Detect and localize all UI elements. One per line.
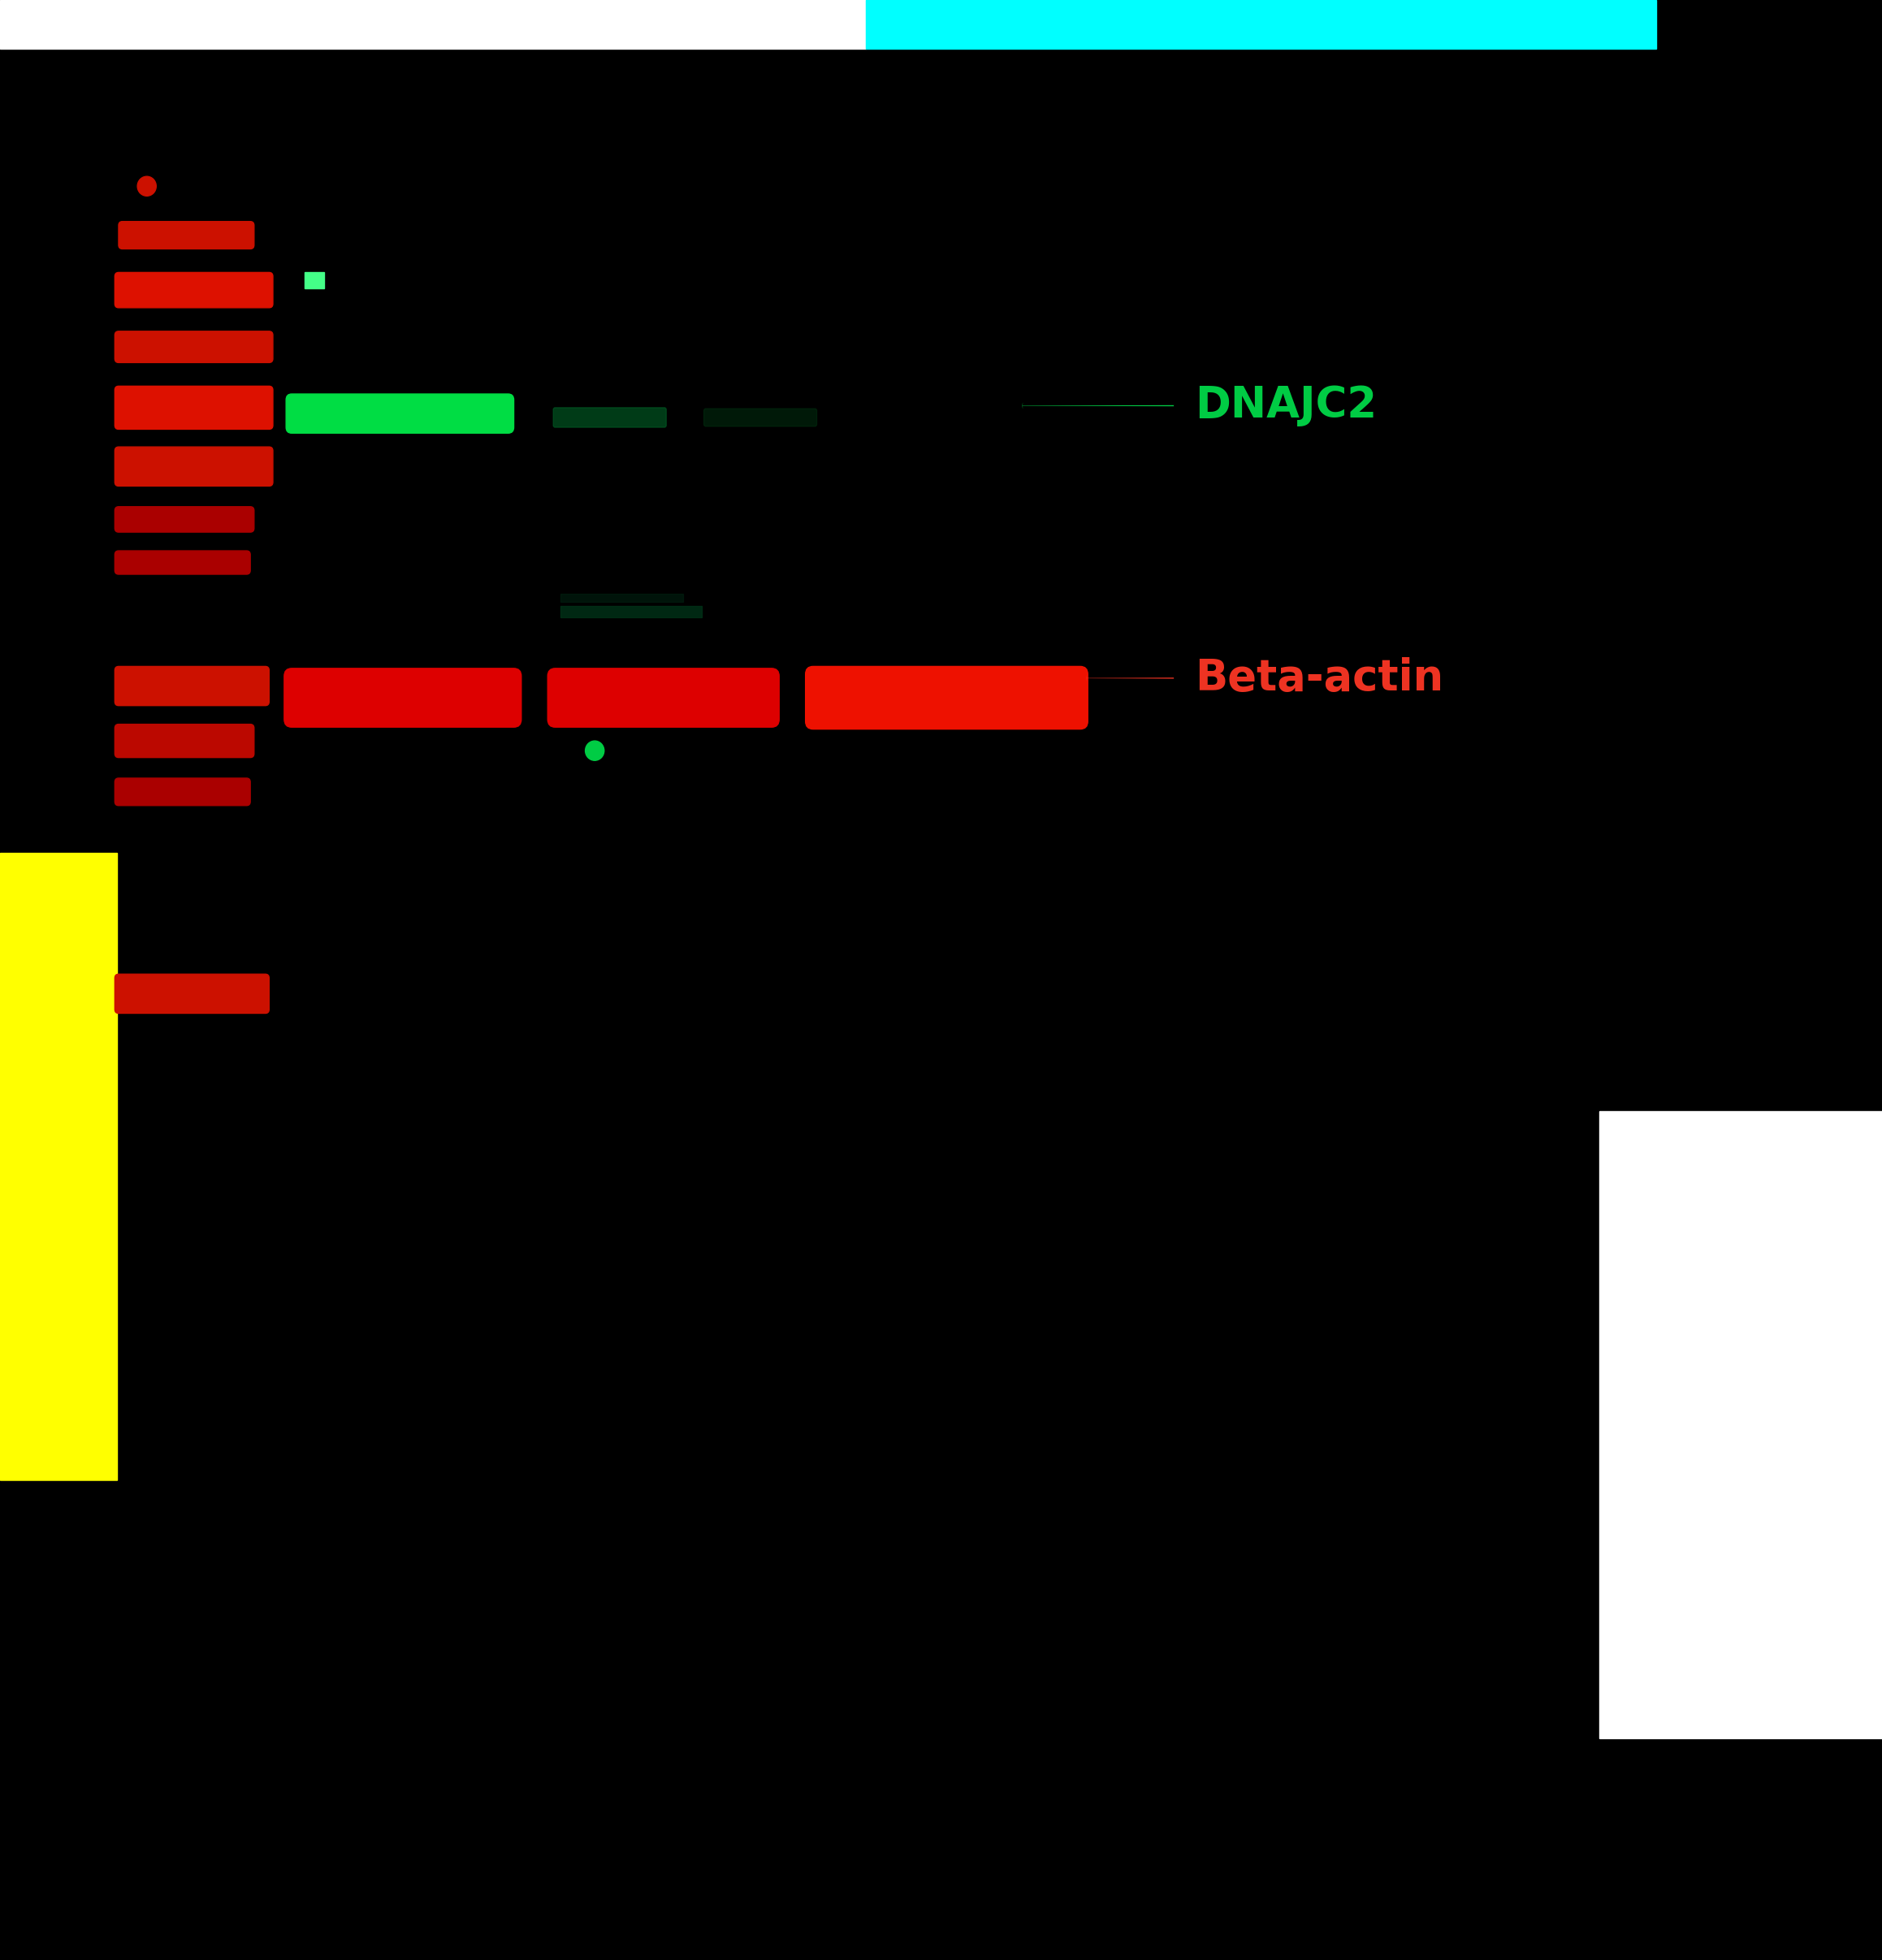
- FancyBboxPatch shape: [286, 394, 514, 433]
- Circle shape: [137, 176, 156, 196]
- Bar: [0, 0, 866, 49]
- FancyBboxPatch shape: [115, 551, 250, 574]
- FancyBboxPatch shape: [115, 272, 273, 308]
- FancyBboxPatch shape: [704, 408, 817, 427]
- FancyBboxPatch shape: [115, 331, 273, 363]
- Circle shape: [585, 741, 604, 760]
- FancyBboxPatch shape: [115, 725, 254, 757]
- FancyBboxPatch shape: [553, 408, 666, 427]
- Bar: [866, 0, 1656, 49]
- Bar: [305, 272, 324, 288]
- Bar: [561, 606, 702, 617]
- FancyBboxPatch shape: [115, 506, 254, 533]
- FancyBboxPatch shape: [548, 668, 779, 727]
- FancyBboxPatch shape: [115, 386, 273, 429]
- FancyBboxPatch shape: [115, 666, 269, 706]
- FancyBboxPatch shape: [115, 778, 250, 806]
- FancyBboxPatch shape: [115, 974, 269, 1013]
- FancyBboxPatch shape: [284, 668, 521, 727]
- Text: DNAJC2: DNAJC2: [1195, 384, 1378, 427]
- FancyBboxPatch shape: [115, 447, 273, 486]
- FancyBboxPatch shape: [805, 666, 1088, 729]
- Bar: [1600, 1111, 1882, 1739]
- FancyBboxPatch shape: [119, 221, 254, 249]
- Bar: [561, 594, 683, 602]
- Bar: [0, 853, 117, 1480]
- Text: Beta-actin: Beta-actin: [1195, 657, 1443, 700]
